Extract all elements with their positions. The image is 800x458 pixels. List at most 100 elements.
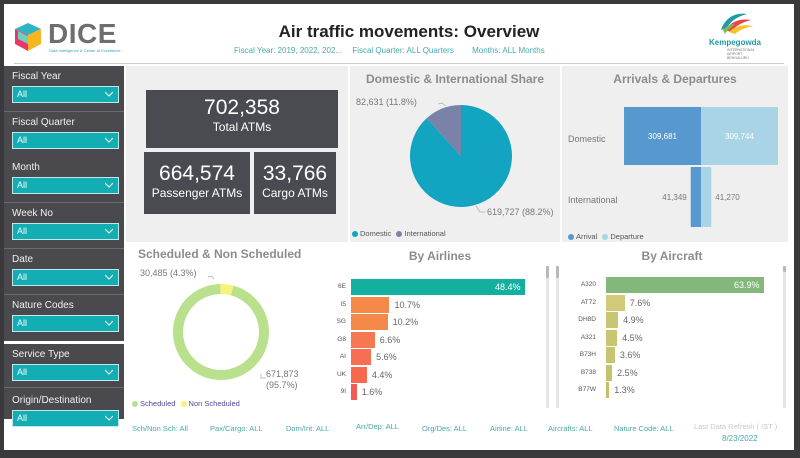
slicer-label: Origin/Destination: [12, 395, 92, 406]
dropdown-value: All: [17, 367, 28, 377]
legend-dot-icon: [602, 233, 609, 240]
cargo-atms-card: 33,766 Cargo ATMs: [254, 152, 336, 214]
airline-bar-sg[interactable]: [351, 314, 388, 330]
airline-category-label: I5: [340, 300, 346, 308]
cargo-atms-label: Cargo ATMs: [262, 186, 328, 200]
airlines-scrollbar[interactable]: [546, 266, 549, 408]
nature-codes-dropdown[interactable]: All: [12, 315, 119, 332]
chevron-down-icon: [105, 415, 113, 421]
airline-bar-i5[interactable]: [351, 296, 390, 313]
aircraft-category-label: B77W: [578, 386, 596, 393]
airport-bird-icon: [721, 13, 753, 34]
aircraft-bar-b77w[interactable]: [606, 382, 610, 398]
dropdown-value: All: [17, 272, 28, 282]
footer-filter-aircrafts: Aircrafts: ALL: [548, 424, 593, 433]
airlines-scroll-thumb[interactable]: [546, 266, 549, 278]
dropdown-value: All: [17, 226, 28, 236]
airline-bar-g8[interactable]: [351, 331, 375, 348]
legend-item-international[interactable]: International: [396, 229, 446, 238]
dice-logo: DICE Data Intelligence & Center of Excel…: [10, 18, 130, 58]
week-no-dropdown[interactable]: All: [12, 223, 119, 240]
bar-departure-domestic[interactable]: [701, 107, 778, 165]
date-dropdown[interactable]: All: [12, 269, 119, 286]
pie-slice-international[interactable]: [426, 105, 461, 156]
last-refresh-label: Last Data Refresh ( IST ): [694, 422, 778, 431]
passenger-atms-value: 664,574: [159, 162, 235, 185]
aircraft-bar-dh8d[interactable]: [606, 312, 619, 328]
slicer-label: Nature Codes: [12, 300, 74, 311]
fiscal-quarter-dropdown[interactable]: All: [12, 132, 119, 149]
partner-logo-sub: INTERNATIONAL AIRPORT BENGALURU: [727, 48, 755, 60]
legend-item-non-scheduled[interactable]: Non Scheduled: [180, 399, 240, 408]
donut-slice-scheduled[interactable]: [173, 284, 269, 380]
airline-bar-uk[interactable]: [351, 366, 367, 383]
aircraft-panel: By Aircraft A320 63.9% AT72 7.6% DH8D 4.9% A32…: [554, 244, 790, 414]
bar-arrival-international[interactable]: [690, 167, 701, 227]
airline-data-label: 1.6%: [361, 387, 383, 397]
bar-departure-international[interactable]: [701, 167, 712, 227]
arrivals-departures-chart: 309,681 309,744 41,349 41,270: [624, 107, 778, 227]
slicer-label: Month: [12, 162, 40, 173]
slicer-divider: [4, 341, 124, 344]
slicer-label: Fiscal Year: [12, 71, 61, 82]
legend-item-arrival[interactable]: Arrival: [568, 232, 597, 241]
donut-slice-non-scheduled[interactable]: [220, 284, 234, 296]
domestic-data-label: 619,727 (88.2%): [487, 207, 554, 217]
aircraft-bar-b738[interactable]: [606, 364, 613, 381]
legend-dot-icon: [568, 233, 574, 240]
fiscal-year-dropdown[interactable]: All: [12, 86, 119, 103]
service-type-dropdown[interactable]: All: [12, 364, 119, 381]
aircraft-data-label: 3.6%: [619, 350, 641, 360]
legend-item-departure[interactable]: Departure: [602, 232, 644, 241]
airline-data-label: 6.6%: [379, 334, 401, 345]
legend-dot-icon: [180, 400, 187, 407]
airline-bar-6e[interactable]: [351, 279, 525, 295]
airline-bar-9i[interactable]: [351, 384, 357, 400]
footer-filter-sch: Sch/Non Sch: All: [132, 424, 188, 433]
month-dropdown[interactable]: All: [12, 177, 119, 194]
bar-arrival-domestic[interactable]: [624, 107, 701, 165]
dropdown-value: All: [17, 89, 28, 99]
airline-category-label: 6E: [338, 283, 346, 290]
aircraft-data-label: 4.9%: [623, 315, 644, 325]
footer-filter-dom-int: Dom/Int: ALL: [286, 424, 330, 433]
aircraft-bar-a321[interactable]: [606, 329, 618, 346]
origin-destination-dropdown[interactable]: All: [12, 410, 119, 427]
chart-title: By Aircraft: [641, 249, 703, 263]
aircraft-category-label: AT72: [580, 298, 596, 306]
arrivals-departures-panel: Arrivals & Departures Domestic Internati…: [562, 66, 788, 242]
dropdown-value: All: [17, 180, 28, 190]
passenger-atms-card: 664,574 Passenger ATMs: [144, 152, 250, 214]
airline-bar-ai[interactable]: [351, 349, 372, 365]
filter-sidebar: Fiscal Year All Fiscal Quarter All Month…: [4, 66, 124, 427]
airlines-panel: By Airlines 6E 48.4% I5 10.7% SG 10.2% G8 6.6% A…: [326, 244, 554, 414]
aircraft-bar-b73h[interactable]: [606, 347, 615, 363]
dropdown-value: All: [17, 135, 28, 145]
chart-title: Domestic & International Share: [365, 72, 545, 86]
slicer-label: Week No: [12, 208, 53, 219]
legend-item-scheduled[interactable]: Scheduled: [132, 399, 175, 408]
chart-title: Arrivals & Departures: [613, 72, 737, 86]
aircraft-data-label: 2.5%: [617, 367, 638, 378]
filter-fiscal-year: Fiscal Year: 2019, 2022, 202...: [234, 46, 343, 55]
aircraft-category-label: A321: [580, 333, 596, 341]
legend-dot-icon: [352, 230, 358, 237]
aircraft-bar-at72[interactable]: [606, 294, 625, 311]
aircraft-left-scrollbar[interactable]: [556, 266, 559, 408]
bar-data-label: 41,270: [715, 193, 740, 202]
aircraft-bar-a320[interactable]: [606, 277, 764, 293]
filter-months: Months: ALL Months: [472, 46, 545, 55]
aircraft-left-scroll-thumb[interactable]: [556, 266, 559, 278]
logo-subtitle: Data Intelligence & Center of Excellence: [49, 48, 121, 53]
header-filter-summary: Fiscal Year: 2019, 2022, 202... Fiscal Q…: [234, 46, 553, 55]
aircraft-scrollbar[interactable]: [783, 266, 786, 408]
leader-line: [260, 374, 266, 379]
aircraft-scroll-thumb[interactable]: [783, 266, 786, 272]
chevron-down-icon: [105, 137, 113, 143]
legend-item-domestic[interactable]: Domestic: [352, 229, 391, 238]
airline-data-label: 5.6%: [376, 352, 397, 362]
slicer-label: Date: [12, 254, 34, 265]
dropdown-value: All: [17, 318, 28, 328]
scheduled-donut: [173, 275, 269, 380]
chart-title: Scheduled & Non Scheduled: [138, 247, 302, 261]
